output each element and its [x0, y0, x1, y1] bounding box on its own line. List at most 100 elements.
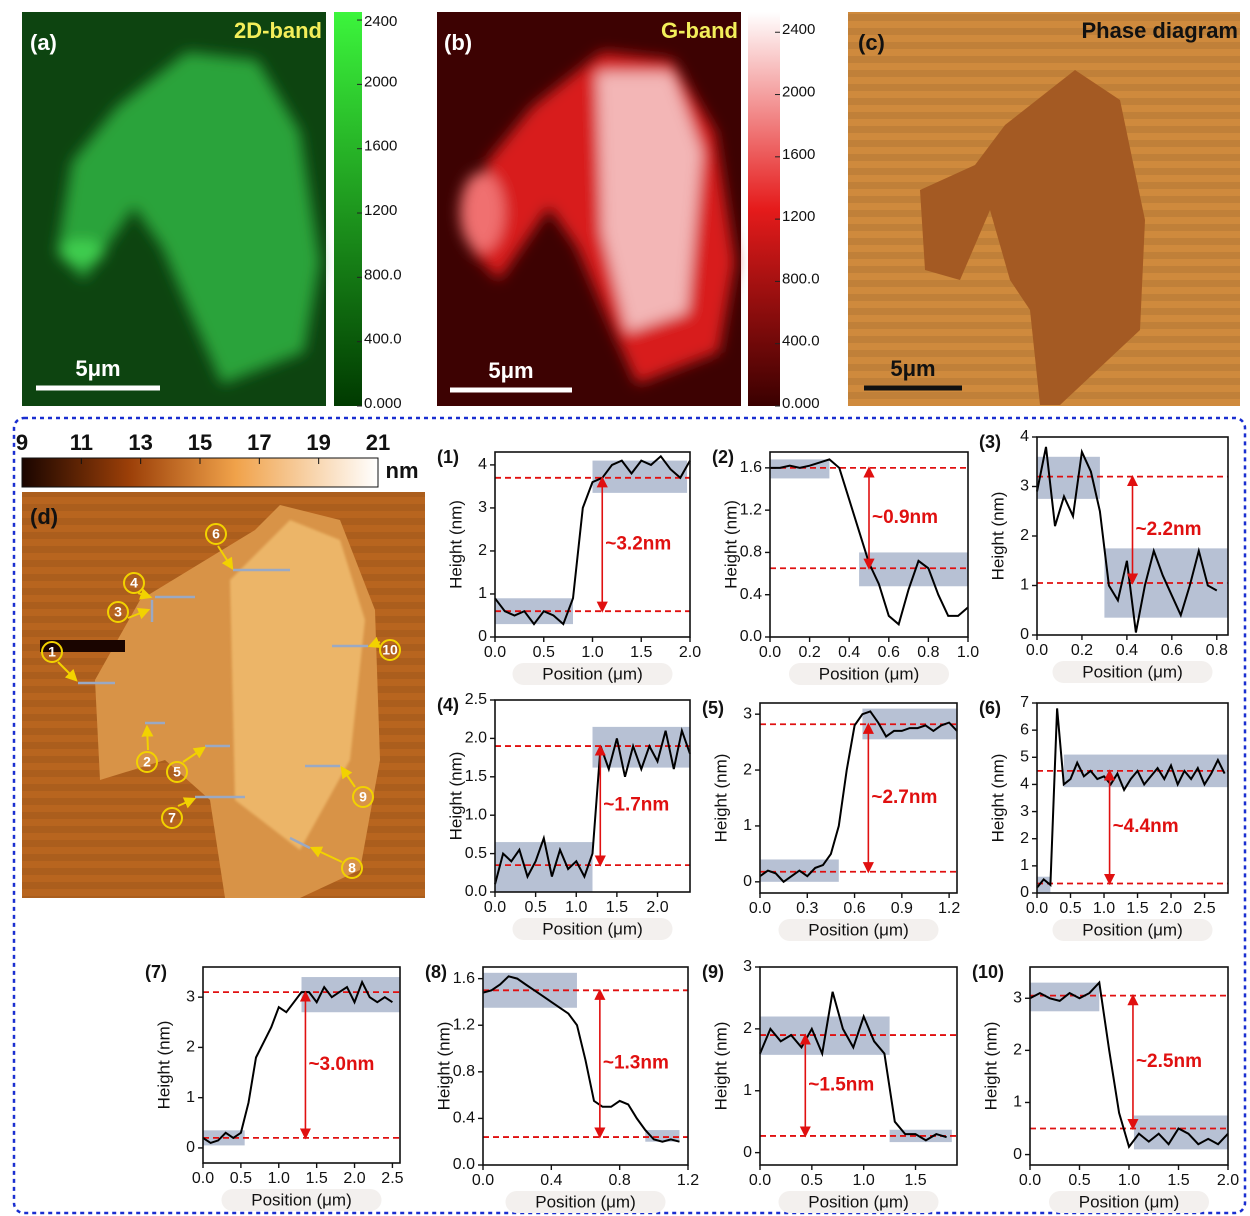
y-tick-label: 0.4 — [453, 1110, 475, 1127]
panel-label: (b) — [444, 30, 472, 55]
x-label: Position (μm) — [542, 664, 642, 683]
plot-frame — [202, 966, 401, 1164]
x-label: Position (μm) — [1079, 1192, 1179, 1211]
x-label-bg — [778, 1191, 939, 1213]
plot-frame — [482, 966, 689, 1166]
y-tick-label: 1 — [1020, 857, 1029, 874]
series-line — [1036, 708, 1226, 889]
x-tick-label: 2.5 — [381, 1170, 403, 1187]
y-tick-label: 1 — [743, 1082, 752, 1099]
series-line — [759, 991, 947, 1142]
shaded-region — [1037, 456, 1100, 499]
annotation: ~0.9nm — [872, 507, 938, 528]
y-tick-label: 0 — [478, 628, 487, 645]
annotation: ~2.5nm — [1136, 1051, 1202, 1072]
panel-label: (c) — [858, 30, 885, 55]
x-tick-label: 0.5 — [230, 1170, 252, 1187]
scale-bar-label: 5μm — [488, 358, 533, 383]
y-tick-label: 0 — [1013, 1146, 1022, 1163]
x-tick-label: 0.6 — [843, 900, 865, 917]
y-tick-label: 2 — [1020, 830, 1029, 847]
y-tick-label: 1 — [743, 817, 752, 834]
shaded-region — [592, 726, 690, 768]
y-tick-label: 0.8 — [740, 544, 762, 561]
x-label: Position (μm) — [808, 920, 908, 939]
colorbar-tick-label: 13 — [128, 430, 152, 455]
y-tick-label: 2 — [743, 761, 752, 778]
marker-label: 3 — [114, 604, 122, 620]
x-tick-label: 1.5 — [904, 1172, 926, 1189]
y-tick-label: 1 — [1020, 577, 1029, 594]
colorbar-tick-label: 9 — [16, 430, 28, 455]
x-tick-label: 0.5 — [525, 899, 547, 916]
plot-frame — [759, 966, 958, 1166]
y-tick-label: 0 — [186, 1139, 195, 1156]
x-label: Position (μm) — [808, 1192, 908, 1211]
x-tick-label: 0.0 — [472, 1172, 494, 1189]
x-label-bg — [505, 1191, 666, 1213]
y-tick-label: 1 — [186, 1089, 195, 1106]
y-tick-label: 7 — [1020, 694, 1029, 711]
y-tick-label: 3 — [743, 705, 752, 722]
y-label: Height (nm) — [711, 1022, 730, 1111]
annotation: ~3.2nm — [605, 534, 671, 555]
plot-frame — [1036, 702, 1229, 894]
chart-title: (3) — [979, 432, 1001, 452]
series-line — [202, 979, 393, 1145]
x-tick-label: 2.0 — [679, 644, 701, 661]
y-tick-label: 3 — [478, 499, 487, 516]
x-tick-label: 0.5 — [1068, 1172, 1090, 1189]
y-tick-label: 0.8 — [453, 1063, 475, 1080]
marker-label: 4 — [130, 575, 138, 591]
series-line — [494, 726, 691, 885]
y-label: Height (nm) — [711, 754, 730, 843]
x-tick-label: 1.2 — [938, 900, 960, 917]
annotation: ~3.0nm — [308, 1054, 374, 1075]
x-tick-label: 0.4 — [540, 1172, 562, 1189]
y-tick-label: 0 — [1020, 884, 1029, 901]
shaded-region — [1037, 876, 1051, 893]
colorbar-tick-label: 1600 — [782, 146, 815, 163]
shaded-region — [645, 1130, 680, 1142]
x-tick-label: 1.0 — [565, 899, 587, 916]
marker-label: 2 — [143, 754, 151, 770]
marker-circle — [352, 786, 374, 808]
y-tick-label: 0.0 — [740, 628, 762, 645]
x-tick-label: 2.0 — [1160, 900, 1182, 917]
x-tick-label: 0.0 — [484, 644, 506, 661]
colorbar-tick-label: 17 — [247, 430, 271, 455]
y-tick-label: 4 — [1020, 428, 1029, 445]
y-tick-label: 2 — [1013, 1042, 1022, 1059]
y-tick-label: 3 — [1020, 803, 1029, 820]
colorbar — [748, 12, 780, 406]
x-label-bg — [512, 918, 673, 940]
scale-bar-label: 5μm — [890, 356, 935, 381]
colorbar-tick-label: 2000 — [782, 84, 815, 101]
y-label: Height (nm) — [988, 492, 1007, 581]
x-tick-label: 0.2 — [1071, 642, 1093, 659]
y-tick-label: 0.0 — [465, 883, 487, 900]
chart-title: (10) — [972, 962, 1004, 982]
marker-circle — [166, 761, 188, 783]
colorbar-unit: nm — [386, 458, 419, 483]
y-tick-label: 0.0 — [453, 1156, 475, 1173]
x-tick-label: 0.2 — [798, 644, 820, 661]
annotation: ~1.7nm — [603, 795, 669, 816]
y-tick-label: 3 — [743, 958, 752, 975]
marker-circle — [123, 572, 145, 594]
x-tick-label: 0.9 — [891, 900, 913, 917]
x-label: Position (μm) — [535, 1192, 635, 1211]
marker-label: 7 — [168, 810, 176, 826]
x-tick-label: 1.5 — [606, 899, 628, 916]
x-label-bg — [789, 663, 949, 685]
profile-lines — [78, 568, 368, 850]
colorbar-tick-label: 21 — [366, 430, 390, 455]
y-tick-label: 1.5 — [465, 768, 487, 785]
x-label-bg — [512, 663, 673, 685]
colorbar-tick-label: 1200 — [364, 202, 397, 219]
shaded-region — [495, 842, 593, 892]
colorbar-tick-label: 800.0 — [782, 270, 820, 287]
y-tick-label: 3 — [1013, 989, 1022, 1006]
y-tick-label: 2 — [1020, 527, 1029, 544]
x-tick-label: 2.0 — [343, 1170, 365, 1187]
